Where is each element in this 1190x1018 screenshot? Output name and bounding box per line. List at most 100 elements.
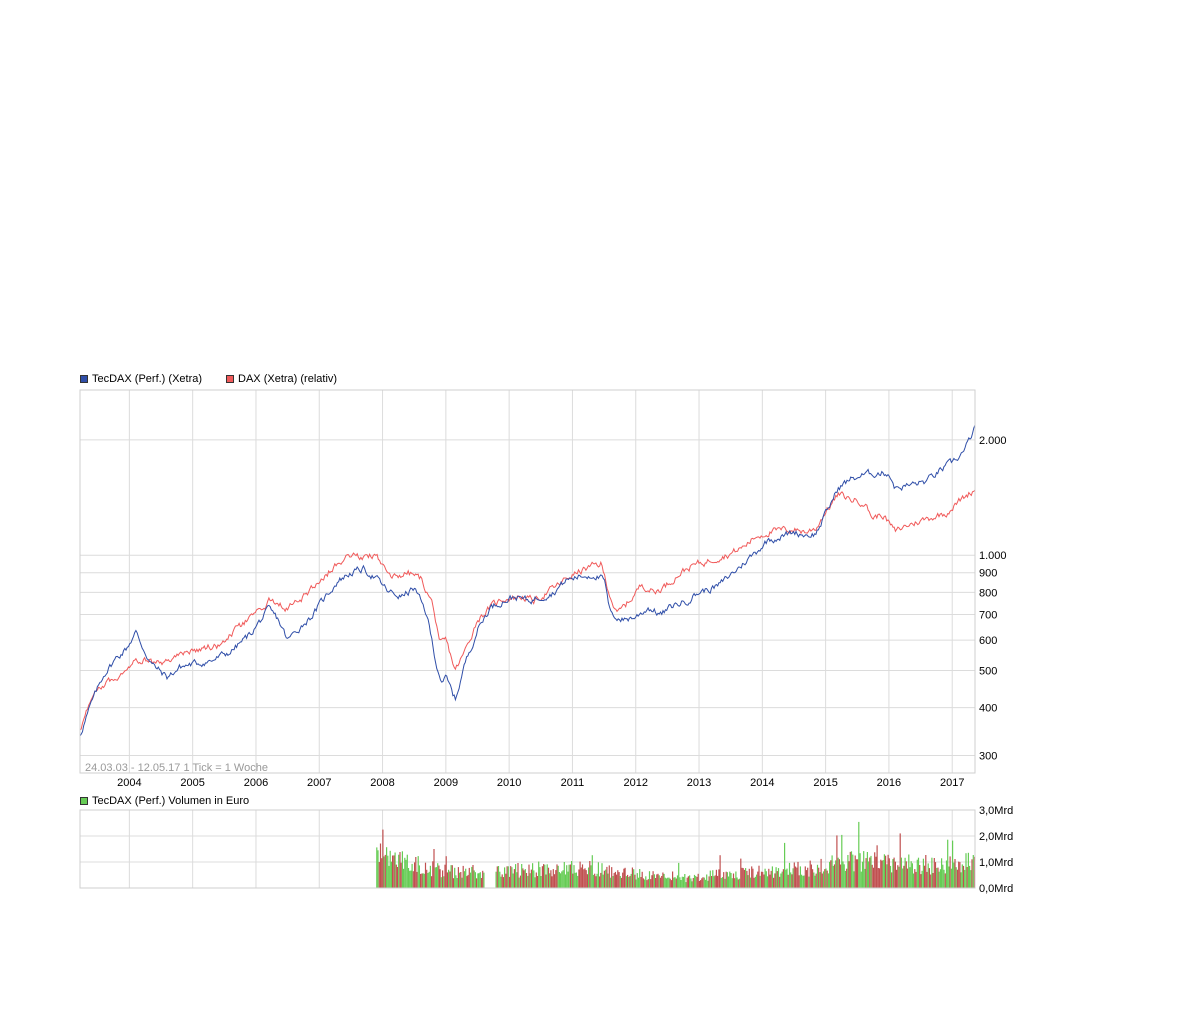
volume-bar bbox=[784, 842, 786, 888]
volume-bar bbox=[964, 869, 966, 888]
range-note: 24.03.03 - 12.05.17 1 Tick = 1 Woche bbox=[85, 762, 268, 774]
volume-bar bbox=[418, 865, 420, 888]
volume-bar bbox=[958, 861, 960, 888]
volume-bar bbox=[588, 867, 590, 888]
volume-bar bbox=[457, 867, 459, 888]
volume-bar bbox=[448, 869, 450, 888]
volume-bar bbox=[773, 877, 775, 888]
volume-bar bbox=[583, 869, 585, 888]
volume-bar bbox=[966, 867, 968, 888]
x-tick-label-2013: 2013 bbox=[687, 777, 711, 789]
volume-bar bbox=[556, 864, 558, 888]
volume-bar bbox=[944, 873, 946, 888]
volume-bar bbox=[843, 864, 845, 888]
volume-bar bbox=[557, 865, 559, 888]
volume-bar bbox=[715, 869, 717, 888]
volume-bar bbox=[561, 871, 563, 888]
volume-bar bbox=[659, 877, 661, 888]
volume-bar bbox=[562, 870, 564, 888]
volume-bar bbox=[914, 869, 916, 888]
volume-bar bbox=[882, 860, 884, 888]
volume-bar bbox=[536, 876, 539, 888]
volume-bar bbox=[865, 858, 867, 888]
volume-bar bbox=[510, 866, 512, 888]
volume-bar bbox=[590, 865, 592, 888]
volume-bar bbox=[692, 878, 694, 888]
volume-bar bbox=[804, 866, 806, 888]
volume-bar bbox=[838, 859, 840, 888]
volume-bar bbox=[792, 868, 794, 888]
volume-bar bbox=[893, 857, 895, 888]
volume-bar bbox=[737, 879, 739, 888]
volume-bar bbox=[846, 868, 848, 888]
volume-bar bbox=[524, 869, 526, 888]
volume-bar bbox=[607, 873, 609, 888]
y-tick-label-1000: 1.000 bbox=[979, 550, 1007, 562]
volume-bar bbox=[452, 878, 455, 888]
volume-chart-frame bbox=[79, 809, 976, 889]
volume-bar bbox=[444, 864, 446, 888]
volume-bar bbox=[507, 866, 509, 888]
legend-swatch-tecdax bbox=[80, 375, 88, 383]
volume-bar bbox=[734, 878, 736, 888]
volume-bar bbox=[704, 879, 707, 888]
volume-bar bbox=[414, 862, 416, 888]
volume-bar bbox=[513, 869, 515, 888]
volume-bar bbox=[803, 875, 805, 888]
volume-bar bbox=[835, 860, 837, 888]
volume-legend: TecDAX (Perf.) Volumen in Euro bbox=[80, 795, 267, 807]
legend-label-dax: DAX (Xetra) (relativ) bbox=[238, 373, 338, 385]
volume-bar bbox=[483, 872, 485, 888]
volume-bar bbox=[657, 873, 659, 888]
volume-bar bbox=[892, 859, 894, 888]
volume-bar bbox=[825, 868, 827, 888]
volume-bar bbox=[854, 855, 856, 888]
volume-bar bbox=[672, 871, 674, 888]
volume-bar bbox=[645, 876, 647, 888]
volume-bar bbox=[532, 863, 534, 888]
volume-bar bbox=[631, 867, 633, 888]
x-tick-label-2006: 2006 bbox=[244, 777, 268, 789]
volume-bar bbox=[818, 867, 820, 888]
volume-bar bbox=[753, 877, 755, 888]
volume-bar bbox=[965, 853, 967, 888]
x-tick-label-2005: 2005 bbox=[180, 777, 204, 789]
volume-bar bbox=[794, 866, 797, 888]
volume-bar bbox=[383, 856, 385, 888]
volume-bar bbox=[404, 857, 406, 888]
volume-bar bbox=[947, 839, 949, 888]
volume-bar bbox=[793, 862, 795, 888]
volume-bar bbox=[651, 875, 653, 888]
volume-bar bbox=[822, 871, 825, 888]
volume-bar bbox=[697, 873, 699, 888]
volume-bar bbox=[442, 870, 444, 888]
volume-bar bbox=[860, 871, 862, 888]
volume-bar bbox=[830, 860, 832, 888]
volume-bar bbox=[669, 878, 671, 888]
volume-bar bbox=[468, 867, 470, 888]
volume-bar bbox=[641, 871, 643, 888]
volume-bar bbox=[574, 872, 576, 888]
volume-bar bbox=[921, 870, 923, 888]
volume-bar bbox=[718, 869, 720, 888]
volume-bar bbox=[668, 877, 670, 888]
volume-bar bbox=[956, 869, 958, 888]
legend-swatch-volume bbox=[80, 797, 88, 805]
volume-bar bbox=[523, 870, 525, 888]
volume-bar bbox=[589, 861, 591, 888]
volume-bar bbox=[848, 861, 850, 888]
volume-bar bbox=[661, 876, 663, 888]
volume-bar bbox=[829, 861, 831, 888]
volume-bar bbox=[798, 875, 800, 888]
volume-bar bbox=[796, 867, 798, 888]
volume-bar bbox=[516, 872, 518, 888]
volume-bar bbox=[379, 843, 382, 888]
volume-bar bbox=[528, 864, 530, 888]
volume-bar bbox=[600, 872, 602, 888]
volume-bar bbox=[407, 868, 410, 888]
volume-bar bbox=[720, 878, 722, 888]
volume-bar bbox=[925, 855, 927, 888]
vol-y-tick-label-2: 2,0Mrd bbox=[979, 831, 1013, 843]
volume-bar bbox=[433, 849, 435, 888]
